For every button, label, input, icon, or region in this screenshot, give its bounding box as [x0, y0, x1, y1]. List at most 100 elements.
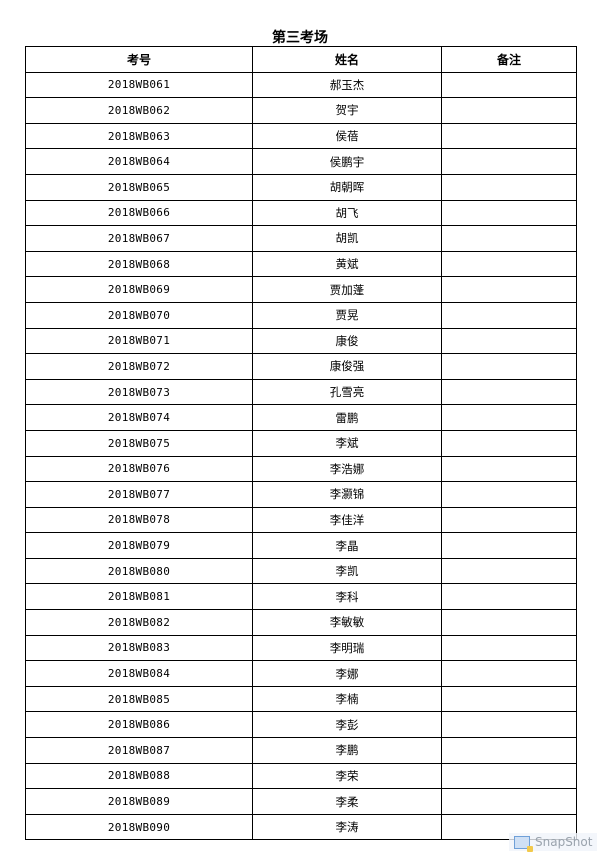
exam-roster-table: 考号 姓名 备注 2018WB061 郝玉杰 2018WB062 贺宇 2018WB06…: [25, 46, 577, 841]
name-cell: 孔雪亮: [252, 378, 442, 406]
table-row: 2018WB076 李浩娜: [25, 455, 577, 483]
table-row: 2018WB086 李彭: [25, 711, 577, 739]
exam-number-cell: 2018WB064: [25, 148, 253, 175]
remarks-cell: [441, 609, 577, 636]
table-row: 2018WB079 李晶: [25, 532, 577, 559]
exam-number-cell: 2018WB078: [25, 506, 253, 534]
name-cell: 李斌: [252, 429, 442, 457]
table-row: 2018WB089 李柔: [25, 788, 577, 815]
remarks-cell: [441, 378, 577, 406]
exam-number-cell: 2018WB086: [25, 711, 253, 739]
table-row: 2018WB061 郝玉杰: [25, 71, 577, 99]
table-row: 2018WB084 李娜: [25, 660, 577, 687]
exam-number-cell: 2018WB077: [25, 481, 253, 508]
exam-number-cell: 2018WB066: [25, 199, 253, 227]
remarks-cell: [441, 148, 577, 175]
remarks-cell: [441, 532, 577, 559]
exam-number-cell: 2018WB072: [25, 353, 253, 380]
name-cell: 李敏敏: [252, 609, 442, 636]
table-row: 2018WB065 胡朝晖: [25, 173, 577, 201]
remarks-cell: [441, 327, 577, 355]
remarks-cell: [441, 481, 577, 508]
table-row: 2018WB067 胡凯: [25, 225, 577, 252]
table-row: 2018WB070 贾晃: [25, 301, 577, 329]
header-row: 考号 姓名 备注: [25, 46, 577, 73]
exam-number-cell: 2018WB065: [25, 173, 253, 201]
table-row: 2018WB090 李涛: [25, 813, 577, 841]
remarks-cell: [441, 557, 577, 585]
remarks-cell: [441, 583, 577, 611]
remarks-cell: [441, 711, 577, 739]
name-cell: 李科: [252, 583, 442, 611]
exam-number-cell: 2018WB090: [25, 813, 253, 841]
table-row: 2018WB068 黄斌: [25, 250, 577, 278]
exam-number-cell: 2018WB074: [25, 404, 253, 431]
exam-number-cell: 2018WB076: [25, 455, 253, 483]
remarks-cell: [441, 634, 577, 662]
remarks-cell: [441, 737, 577, 764]
table-row: 2018WB064 侯鹏宇: [25, 148, 577, 175]
header-exam-number: 考号: [25, 46, 253, 73]
table-row: 2018WB078 李佳洋: [25, 506, 577, 534]
remarks-cell: [441, 199, 577, 227]
remarks-cell: [441, 173, 577, 201]
remarks-cell: [441, 685, 577, 713]
snapshot-watermark: SnapShot: [509, 833, 598, 852]
name-cell: 黄斌: [252, 250, 442, 278]
name-cell: 侯蓓: [252, 122, 442, 150]
exam-number-cell: 2018WB079: [25, 532, 253, 559]
exam-number-cell: 2018WB063: [25, 122, 253, 150]
remarks-cell: [441, 353, 577, 380]
remarks-cell: [441, 276, 577, 303]
table-row: 2018WB071 康俊: [25, 327, 577, 355]
remarks-cell: [441, 250, 577, 278]
remarks-cell: [441, 429, 577, 457]
exam-number-cell: 2018WB068: [25, 250, 253, 278]
exam-number-cell: 2018WB088: [25, 762, 253, 790]
name-cell: 康俊强: [252, 353, 442, 380]
name-cell: 胡凯: [252, 225, 442, 252]
remarks-cell: [441, 660, 577, 687]
table-row: 2018WB074 雷鹏: [25, 404, 577, 431]
remarks-cell: [441, 404, 577, 431]
table-row: 2018WB083 李明瑞: [25, 634, 577, 662]
page-title: 第三考场: [272, 30, 328, 46]
name-cell: 胡朝晖: [252, 173, 442, 201]
table-row: 2018WB072 康俊强: [25, 353, 577, 380]
exam-number-cell: 2018WB081: [25, 583, 253, 611]
table-row: 2018WB080 李凯: [25, 557, 577, 585]
name-cell: 郝玉杰: [252, 71, 442, 99]
name-cell: 李凯: [252, 557, 442, 585]
watermark-text: SnapShot: [535, 835, 593, 849]
table-row: 2018WB075 李斌: [25, 429, 577, 457]
exam-number-cell: 2018WB073: [25, 378, 253, 406]
name-cell: 康俊: [252, 327, 442, 355]
exam-number-cell: 2018WB087: [25, 737, 253, 764]
exam-number-cell: 2018WB067: [25, 225, 253, 252]
header-name: 姓名: [252, 46, 442, 73]
remarks-cell: [441, 301, 577, 329]
table-row: 2018WB081 李科: [25, 583, 577, 611]
table-row: 2018WB062 贺宇: [25, 97, 577, 124]
header-remarks: 备注: [441, 46, 577, 73]
exam-number-cell: 2018WB071: [25, 327, 253, 355]
remarks-cell: [441, 122, 577, 150]
table-row: 2018WB077 李灏锦: [25, 481, 577, 508]
name-cell: 李彭: [252, 711, 442, 739]
table-row: 2018WB073 孔雪亮: [25, 378, 577, 406]
table-row: 2018WB066 胡飞: [25, 199, 577, 227]
name-cell: 侯鹏宇: [252, 148, 442, 175]
remarks-cell: [441, 97, 577, 124]
exam-number-cell: 2018WB080: [25, 557, 253, 585]
name-cell: 贾加蓬: [252, 276, 442, 303]
exam-number-cell: 2018WB069: [25, 276, 253, 303]
remarks-cell: [441, 455, 577, 483]
name-cell: 李佳洋: [252, 506, 442, 534]
name-cell: 雷鹏: [252, 404, 442, 431]
exam-number-cell: 2018WB085: [25, 685, 253, 713]
table-row: 2018WB087 李鹏: [25, 737, 577, 764]
name-cell: 李娜: [252, 660, 442, 687]
remarks-cell: [441, 762, 577, 790]
exam-number-cell: 2018WB062: [25, 97, 253, 124]
exam-number-cell: 2018WB070: [25, 301, 253, 329]
